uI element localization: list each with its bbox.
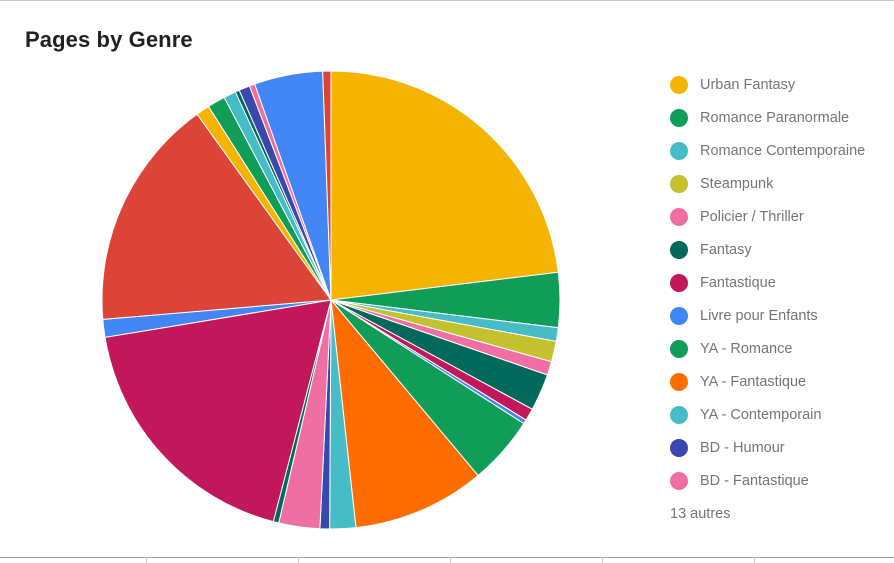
chart-frame-top: [0, 0, 894, 1]
legend-swatch: [670, 108, 688, 127]
pie-slice-ya-fantastique[interactable]: [330, 298, 479, 529]
legend-item[interactable]: BD - Humour: [670, 431, 890, 464]
legend-label: YA - Romance: [700, 340, 793, 357]
legend-swatch: [670, 174, 688, 193]
legend-item[interactable]: YA - Fantastique: [670, 365, 890, 398]
legend-label: YA - Contemporain: [700, 406, 822, 423]
legend-swatch: [670, 273, 688, 292]
chart-frame-bottom: [0, 557, 894, 558]
legend-swatch: [670, 405, 688, 424]
pie-slice-urban-fantasy[interactable]: [330, 70, 559, 301]
axis-tick: [146, 557, 147, 563]
legend-label: Steampunk: [700, 175, 774, 192]
pie-chart: [101, 70, 561, 530]
legend-label: Fantasy: [700, 241, 752, 258]
axis-tick: [298, 557, 299, 563]
pie-slice[interactable]: [104, 299, 332, 523]
legend-swatch: [670, 75, 688, 94]
legend-item[interactable]: YA - Contemporain: [670, 398, 890, 431]
axis-tick: [754, 557, 755, 563]
legend-label: BD - Humour: [700, 439, 785, 456]
legend-swatch: [670, 306, 688, 325]
axis-tick: [602, 557, 603, 563]
legend-label: Livre pour Enfants: [700, 307, 818, 324]
legend-item[interactable]: Fantasy: [670, 233, 890, 266]
legend-label: YA - Fantastique: [700, 373, 807, 390]
legend-item[interactable]: Urban Fantasy: [670, 68, 890, 101]
legend-swatch: [670, 372, 688, 391]
legend-item[interactable]: Fantastique: [670, 266, 890, 299]
legend-item[interactable]: Romance Contemporaine: [670, 134, 890, 167]
legend-label: BD - Fantastique: [700, 472, 809, 489]
legend-item[interactable]: Steampunk: [670, 167, 890, 200]
axis-tick: [450, 557, 451, 563]
legend-swatch: [670, 339, 688, 358]
legend-item[interactable]: Romance Paranormale: [670, 101, 890, 134]
legend-swatch: [670, 141, 688, 160]
legend-swatch: [670, 438, 688, 457]
legend-swatch: [670, 471, 688, 490]
legend-label: Romance Paranormale: [700, 109, 850, 126]
legend-label: Romance Contemporaine: [700, 142, 866, 159]
chart-title: Pages by Genre: [25, 27, 193, 52]
pie-slice[interactable]: [322, 70, 332, 301]
legend-item[interactable]: Policier / Thriller: [670, 200, 890, 233]
legend-swatch: [670, 207, 688, 226]
legend-swatch: [670, 240, 688, 259]
legend-label: Fantastique: [700, 274, 776, 291]
pie-slice[interactable]: [101, 113, 332, 320]
legend-label: Policier / Thriller: [700, 208, 804, 225]
chart-legend: Urban Fantasy Romance Paranormale Romance …: [670, 68, 890, 530]
legend-item[interactable]: BD - Fantastique: [670, 464, 890, 497]
legend-item[interactable]: Livre pour Enfants: [670, 299, 890, 332]
legend-label: Urban Fantasy: [700, 76, 796, 93]
legend-item[interactable]: YA - Romance: [670, 332, 890, 365]
legend-more-label: 13 autres: [670, 505, 731, 522]
